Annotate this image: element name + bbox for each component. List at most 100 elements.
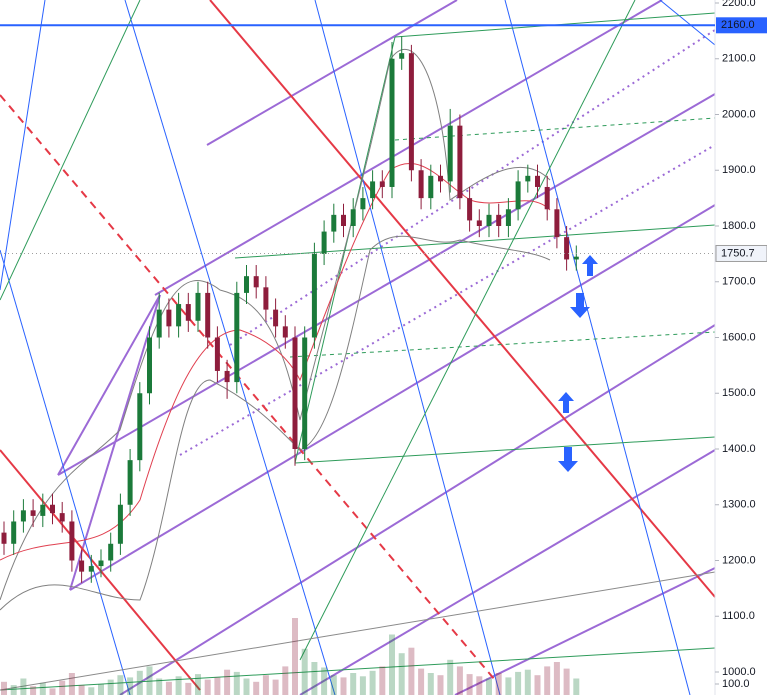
drawings [0,0,716,695]
volume-bar [447,659,454,695]
y-tick-label: 2200.0 [722,0,756,9]
fan-line [314,0,501,695]
median-line [179,144,716,456]
fan-line [504,0,691,695]
channel-line [454,567,716,695]
arrows [558,255,598,472]
candle-body [292,337,298,449]
trend-line [234,224,716,259]
volume-bar [379,666,386,695]
volume-bar [350,673,357,695]
candle-body [253,276,259,288]
candle-body [428,175,434,199]
channel-line [299,449,716,695]
y-tick-label: 1400.0 [722,443,756,455]
candle-body [408,53,414,171]
level-label-box [716,17,767,34]
volume-bar [20,678,27,695]
volume-bar [408,647,415,695]
volume-bar [127,677,134,695]
volume-bar [573,678,580,695]
up-arrow [558,392,574,413]
volume-bar [369,670,376,695]
candle-body [30,510,36,516]
volume-bar [456,666,463,695]
volume-bar [292,618,298,695]
candle-body [389,58,395,187]
level-label-box [715,244,767,262]
volume-bar [49,688,56,695]
bollinger-upper [0,49,551,601]
volume-bar [340,677,347,695]
pitchfork-lines [57,0,716,695]
y-tick-label: 1000.0 [722,666,756,678]
candle-body [282,326,288,338]
candle-body [302,337,308,449]
candle-body [379,181,385,187]
candle-body [1,532,7,544]
volume-bar [107,679,114,695]
candle-body [263,287,269,310]
trend-line [294,436,716,464]
volume-bar [175,676,182,695]
channel-line [154,0,663,296]
level-label: 1750.7 [721,247,755,259]
candles [1,36,579,583]
candle-body [88,566,94,572]
candle-body [98,560,104,567]
volume-bar [214,677,221,695]
candle-body [515,181,521,210]
volume-bar [321,667,328,695]
candle-body [79,560,85,572]
volume-bar [505,677,512,695]
volume-bar [78,685,85,695]
volume-bar [98,684,104,695]
fan-line [0,0,46,291]
channel-line [69,204,716,591]
volume-bar [204,679,211,695]
trend-line [0,571,716,691]
volume-bar [30,686,37,695]
trend-line [289,331,716,358]
candle-body [273,309,279,327]
volume-bar [272,679,279,695]
median-line [229,29,716,346]
y-tick-label: 2100.0 [722,53,756,65]
y-tick-label: 2000.0 [722,108,756,120]
y-tick-label: 1100.0 [722,610,755,622]
candle-body [69,521,75,561]
volume-bar [195,674,201,695]
y-tick-label: 1500.0 [722,387,756,399]
volume-bar [59,680,66,695]
candle-body [40,504,46,516]
y-tick-label: 1600.0 [722,331,756,343]
volume-bar [553,662,560,695]
volume-bar [524,669,531,695]
volume-bar [301,648,308,695]
trend-line [294,36,396,464]
candle-body [224,370,230,383]
channel-line [206,0,458,146]
volume-bar [1,681,7,695]
candle-body [467,198,473,221]
fan-line [0,249,131,695]
volume-bar [117,675,124,695]
red-lines [0,0,716,691]
candle-body [147,337,152,394]
candle-body [244,276,249,293]
volume-bar [185,682,192,695]
volume-bar [389,634,395,695]
volume-bar [243,678,250,695]
candle-body [137,393,143,461]
volume-bar [515,671,522,695]
volume-bar [253,681,260,695]
candle-body [505,209,511,226]
volume-bar [398,653,405,695]
candle-body [544,186,550,210]
volume-bar [68,673,75,695]
y-tick-label: 1900.0 [722,164,756,176]
trend-line [209,0,716,598]
volume-bar [165,681,172,695]
volume-bar [136,670,143,695]
candle-body [234,292,240,383]
